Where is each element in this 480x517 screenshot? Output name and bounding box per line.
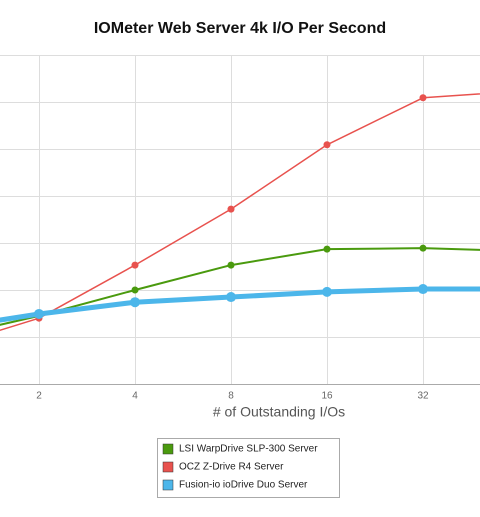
data-point: [418, 284, 428, 295]
data-point: [323, 141, 331, 149]
legend: [157, 438, 340, 498]
legend-swatch: [162, 443, 174, 455]
x-axis-title: # of Outstanding I/Os: [213, 404, 345, 420]
data-point: [34, 308, 44, 319]
data-point: [130, 297, 140, 308]
data-point: [419, 244, 427, 252]
data-point: [227, 261, 235, 269]
legend-label: LSI WarpDrive SLP-300 Server: [179, 444, 318, 455]
chart-title: IOMeter Web Server 4k I/O Per Second: [94, 20, 386, 37]
x-tick-label: 8: [228, 391, 234, 402]
data-point: [419, 94, 427, 102]
x-tick-label: 32: [417, 391, 429, 402]
data-point: [323, 245, 331, 253]
legend-label: Fusion-io ioDrive Duo Server: [179, 480, 308, 491]
x-tick-label: 2: [36, 391, 42, 402]
data-point: [227, 205, 235, 213]
data-point: [131, 261, 139, 269]
data-point: [226, 292, 236, 303]
data-point: [322, 286, 332, 297]
series-line: [0, 247, 480, 326]
legend-swatch: [162, 461, 174, 473]
x-tick-label: 16: [321, 391, 333, 402]
x-tick-label: 4: [132, 391, 138, 402]
data-point: [131, 286, 139, 294]
series-line: [0, 286, 480, 323]
legend-swatch: [162, 479, 174, 491]
legend-label: OCZ Z-Drive R4 Server: [179, 462, 284, 473]
